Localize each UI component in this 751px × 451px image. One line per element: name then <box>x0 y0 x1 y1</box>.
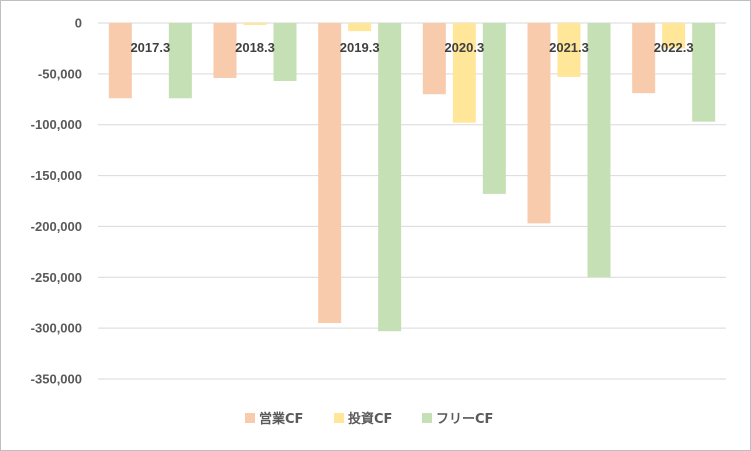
y-tick-label: -150,000 <box>31 168 82 183</box>
x-category-label: 2018.3 <box>235 40 275 55</box>
legend-swatch <box>245 413 255 423</box>
bar-2022.3-フリーCF <box>692 23 716 122</box>
y-tick-label: -350,000 <box>31 372 82 387</box>
bar-2022.3-営業CF <box>632 23 656 94</box>
bar-2019.3-投資CF <box>348 23 372 32</box>
x-category-label: 2021.3 <box>549 40 589 55</box>
legend-label: フリーCF <box>436 412 493 427</box>
bar-2021.3-フリーCF <box>587 23 611 278</box>
legend-swatch <box>422 413 432 423</box>
y-tick-label: -200,000 <box>31 219 82 234</box>
bar-2018.3-投資CF <box>243 23 267 26</box>
x-category-label: 2022.3 <box>654 40 694 55</box>
x-category-label: 2017.3 <box>130 40 170 55</box>
y-tick-label: -100,000 <box>31 117 82 132</box>
x-category-label: 2020.3 <box>444 40 484 55</box>
y-tick-label: -50,000 <box>38 66 82 81</box>
y-tick-label: 0 <box>75 16 82 31</box>
bar-2019.3-営業CF <box>318 23 342 324</box>
bar-2022.3-投資CF <box>662 23 686 49</box>
bar-2021.3-投資CF <box>557 23 581 77</box>
bar-2017.3-営業CF <box>108 23 132 99</box>
bar-2018.3-フリーCF <box>273 23 297 81</box>
y-tick-label: -300,000 <box>31 321 82 336</box>
legend-swatch <box>334 413 344 423</box>
bar-2020.3-営業CF <box>422 23 446 95</box>
bar-2017.3-フリーCF <box>168 23 192 99</box>
bar-2021.3-営業CF <box>527 23 551 224</box>
x-category-label: 2019.3 <box>340 40 380 55</box>
bar-2020.3-フリーCF <box>482 23 506 194</box>
legend-label: 営業CF <box>259 411 303 427</box>
y-tick-label: -250,000 <box>31 270 82 285</box>
bar-2018.3-営業CF <box>213 23 237 78</box>
bar-2019.3-フリーCF <box>378 23 402 332</box>
legend-label: 投資CF <box>348 411 392 427</box>
bar-2020.3-投資CF <box>452 23 476 123</box>
